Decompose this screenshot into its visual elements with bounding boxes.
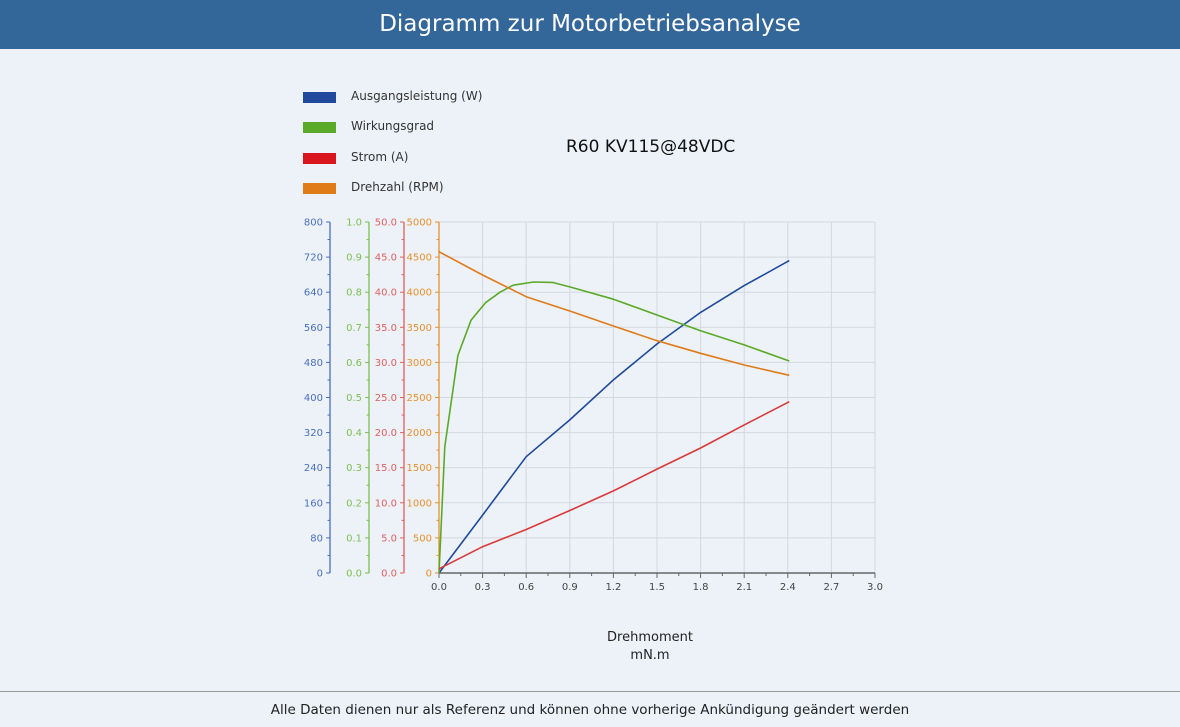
y-tick-label: 20.0: [375, 428, 397, 439]
x-tick-label: 2.7: [823, 582, 839, 593]
page-header: Diagramm zur Motorbetriebsanalyse: [0, 0, 1180, 49]
y-tick-label: 2500: [407, 393, 432, 404]
y-tick-label: 2000: [407, 428, 432, 439]
x-tick-label: 2.4: [780, 582, 796, 593]
x-tick-label: 0.3: [475, 582, 491, 593]
y-tick-label: 160: [304, 498, 323, 509]
y-tick-label: 1.0: [346, 218, 362, 229]
x-tick-label: 0.9: [562, 582, 578, 593]
y-tick-label: 640: [304, 288, 323, 299]
y-tick-label: 0.0: [381, 569, 397, 580]
y-tick-label: 0.3: [346, 463, 362, 474]
y-tick-label: 15.0: [375, 463, 397, 474]
legend-swatch: [303, 92, 336, 103]
legend-label: Ausgangsleistung (W): [351, 89, 483, 103]
series-line-ausgangsleistung: [438, 259, 790, 574]
legend-label: Wirkungsgrad: [351, 119, 435, 134]
y-tick-label: 3500: [407, 323, 432, 334]
y-tick-label: 40.0: [375, 288, 397, 299]
legend-label: Drehzahl (RPM): [351, 179, 444, 194]
y-tick-label: 720: [304, 253, 323, 264]
y-tick-label: 0: [317, 569, 323, 580]
y-tick-label: 0.5: [346, 393, 362, 404]
y-tick-label: 45.0: [375, 253, 397, 264]
x-axis-unit: mN.m: [630, 648, 670, 663]
x-tick-label: 0.0: [431, 582, 447, 593]
legend-swatch: [303, 122, 336, 134]
y-tick-label: 4500: [407, 253, 432, 264]
y-tick-label: 0.6: [346, 358, 362, 369]
y-tick-label: 0.8: [346, 288, 362, 299]
legend-swatch: [303, 152, 336, 164]
y-tick-label: 5.0: [381, 533, 397, 544]
y-tick-label: 35.0: [375, 323, 397, 334]
x-tick-label: 0.6: [518, 582, 534, 593]
x-tick-label: 2.1: [736, 582, 752, 593]
y-tick-label: 0.7: [346, 323, 362, 334]
x-axis-label: Drehmoment mN.m: [550, 629, 750, 665]
y-tick-label: 30.0: [375, 358, 397, 369]
y-tick-label: 0.4: [346, 428, 362, 439]
legend-swatch: [303, 182, 336, 194]
y-tick-label: 0.0: [346, 569, 362, 580]
y-tick-label: 480: [304, 358, 323, 369]
y-tick-label: 50.0: [375, 218, 397, 229]
footer-divider: [0, 691, 1180, 692]
y-tick-label: 80: [310, 533, 323, 544]
y-tick-label: 800: [304, 218, 323, 229]
x-tick-label: 1.5: [649, 582, 665, 593]
y-tick-label: 1500: [407, 463, 432, 474]
series-line-drehzahl: [438, 250, 790, 377]
series-line-strom: [438, 400, 790, 570]
x-axis-title: Drehmoment: [607, 630, 693, 645]
y-tick-label: 0.9: [346, 253, 362, 264]
chart-title: R60 KV115@48VDC: [566, 137, 736, 157]
y-tick-label: 500: [413, 533, 432, 544]
y-tick-label: 240: [304, 463, 323, 474]
y-tick-label: 320: [304, 428, 323, 439]
y-tick-label: 560: [304, 323, 323, 334]
y-tick-label: 0.1: [346, 533, 362, 544]
legend-label: Strom (A): [351, 149, 409, 164]
y-tick-label: 25.0: [375, 393, 397, 404]
y-tick-label: 5000: [407, 218, 432, 229]
y-tick-label: 400: [304, 393, 323, 404]
y-tick-label: 0.2: [346, 498, 362, 509]
x-tick-label: 1.2: [605, 582, 621, 593]
series-line-wirkungsgrad: [438, 281, 790, 574]
y-tick-label: 4000: [407, 288, 432, 299]
y-tick-label: 10.0: [375, 498, 397, 509]
x-tick-label: 1.8: [693, 582, 709, 593]
page-title: Diagramm zur Motorbetriebsanalyse: [379, 11, 801, 37]
y-tick-label: 0: [426, 569, 432, 580]
x-tick-label: 3.0: [867, 582, 883, 593]
footer-disclaimer: Alle Daten dienen nur als Referenz und k…: [270, 702, 910, 718]
y-tick-label: 3000: [407, 358, 432, 369]
y-tick-label: 1000: [407, 498, 432, 509]
